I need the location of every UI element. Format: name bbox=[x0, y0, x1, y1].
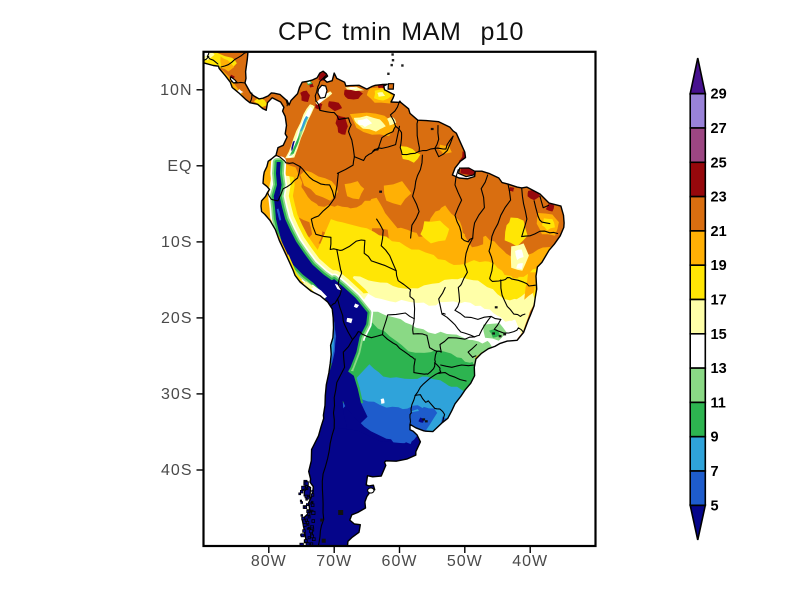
svg-text:70W: 70W bbox=[316, 553, 352, 570]
svg-text:23: 23 bbox=[711, 190, 727, 206]
svg-text:11: 11 bbox=[711, 395, 726, 411]
svg-text:10N: 10N bbox=[160, 82, 192, 99]
svg-text:17: 17 bbox=[711, 293, 727, 309]
svg-text:50W: 50W bbox=[447, 553, 483, 570]
svg-text:40W: 40W bbox=[512, 553, 548, 570]
svg-text:25: 25 bbox=[711, 155, 727, 171]
svg-text:40S: 40S bbox=[161, 462, 192, 479]
svg-text:CPC tmin MAM p10: CPC tmin MAM p10 bbox=[278, 18, 524, 46]
svg-text:29: 29 bbox=[711, 87, 727, 103]
svg-text:27: 27 bbox=[711, 121, 727, 137]
svg-text:15: 15 bbox=[711, 327, 727, 343]
svg-text:7: 7 bbox=[711, 464, 719, 480]
svg-text:30S: 30S bbox=[161, 386, 192, 403]
svg-text:19: 19 bbox=[711, 258, 727, 274]
svg-text:21: 21 bbox=[711, 224, 727, 240]
svg-text:10S: 10S bbox=[161, 234, 192, 251]
svg-text:EQ: EQ bbox=[167, 158, 192, 175]
svg-text:20S: 20S bbox=[161, 310, 192, 327]
svg-text:13: 13 bbox=[711, 361, 727, 377]
svg-text:9: 9 bbox=[711, 430, 719, 446]
svg-text:5: 5 bbox=[711, 498, 719, 514]
svg-text:60W: 60W bbox=[382, 553, 418, 570]
svg-text:80W: 80W bbox=[251, 553, 287, 570]
